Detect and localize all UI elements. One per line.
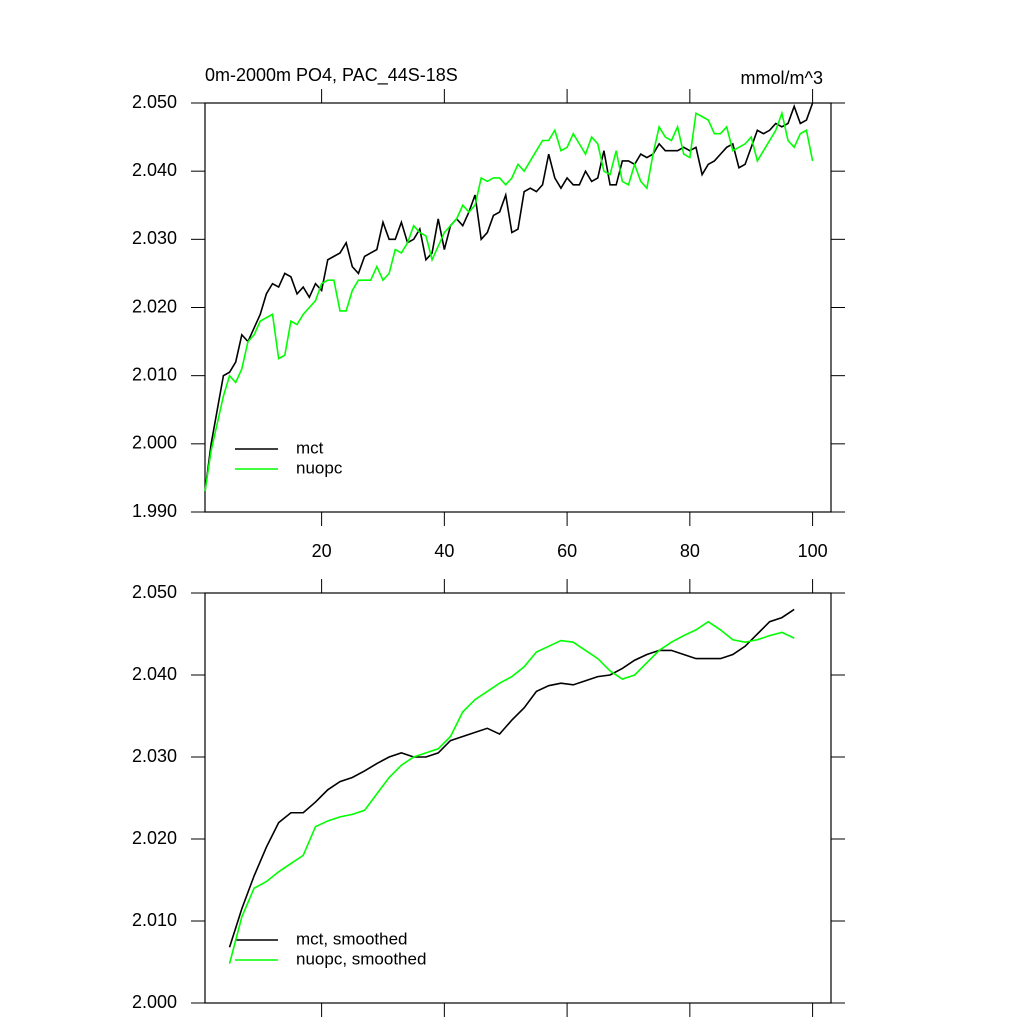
y-tick-label: 2.020 xyxy=(132,296,177,316)
x-tick-label: 60 xyxy=(557,541,577,561)
units-label: mmol/m^3 xyxy=(741,68,823,88)
data-line xyxy=(228,608,795,948)
y-tick-label: 2.040 xyxy=(132,160,177,180)
x-tick-label: 80 xyxy=(680,541,700,561)
data-line xyxy=(228,620,795,964)
legend-label: mct xyxy=(296,438,324,457)
y-tick-label: 2.020 xyxy=(132,828,177,848)
y-tick-label: 2.010 xyxy=(132,910,177,930)
y-tick-label: 2.040 xyxy=(132,664,177,684)
legend-label: mct, smoothed xyxy=(296,929,408,948)
x-tick-label: 100 xyxy=(798,541,828,561)
chart-title: 0m-2000m PO4, PAC_44S-18S xyxy=(205,65,458,86)
x-tick-label: 40 xyxy=(434,541,454,561)
y-tick-label: 2.050 xyxy=(132,92,177,112)
legend-label: nuopc xyxy=(296,458,343,477)
y-tick-label: 2.000 xyxy=(132,992,177,1012)
y-tick-label: 2.030 xyxy=(132,228,177,248)
y-tick-label: 1.990 xyxy=(132,501,177,521)
y-tick-label: 2.050 xyxy=(132,582,177,602)
x-tick-label: 20 xyxy=(312,541,332,561)
plot-frame xyxy=(204,102,832,513)
data-line xyxy=(204,102,814,492)
legend-label: nuopc, smoothed xyxy=(296,949,426,968)
data-line xyxy=(204,110,814,492)
y-tick-label: 2.000 xyxy=(132,433,177,453)
y-tick-label: 2.030 xyxy=(132,746,177,766)
y-tick-label: 2.010 xyxy=(132,364,177,384)
plot-frame xyxy=(204,592,832,1004)
